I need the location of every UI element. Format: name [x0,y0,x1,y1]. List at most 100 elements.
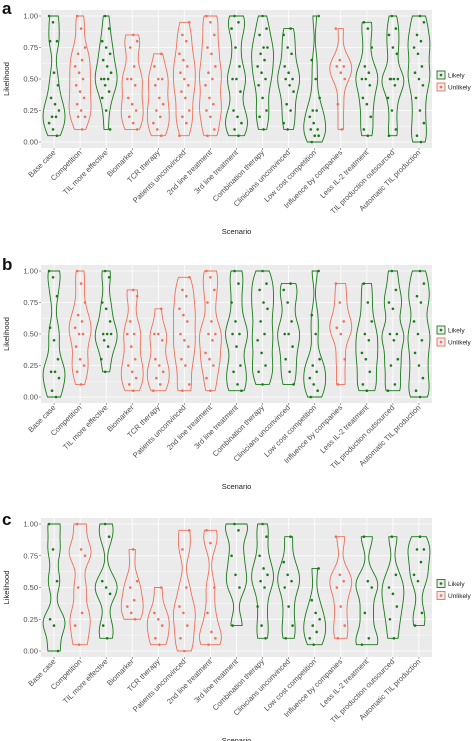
y-tick-label: 0.75 [23,43,38,52]
data-point-til-more-effective [107,27,111,30]
data-point-combination-therapy [266,46,269,49]
data-point-less-il-2-treatment [365,102,369,106]
violin-biomarker [120,289,144,392]
data-point-automatic-til-production [412,320,416,323]
data-point-til-more-effective [101,332,105,336]
data-point-base-case [53,102,57,106]
data-point-tcr-therapy [160,77,164,81]
data-point-biomarker [128,46,132,49]
data-point-3rd-line-treatment [230,27,233,30]
data-point-automatic-til-production [415,294,419,298]
violin-less-il-2-treatment [355,536,379,646]
violin-til-production-outsourced [381,270,405,392]
data-point-base-case [51,548,55,551]
data-point-patients-unconvinced [186,320,189,323]
legend-key-point [439,582,443,585]
data-point-patients-unconvinced [185,586,188,589]
data-point-3rd-line-treatment [234,46,237,49]
data-point-patients-unconvinced [185,39,188,43]
data-point-3rd-line-treatment [238,586,241,589]
data-point-automatic-til-production [414,96,418,100]
data-point-til-more-effective [104,586,108,589]
data-point-2nd-line-treatment [206,301,209,304]
data-point-competition [80,128,84,131]
data-point-til-more-effective [103,14,107,18]
data-point-til-more-effective [100,39,104,43]
data-point-influence-by-companies [343,77,347,81]
data-point-biomarker [135,579,139,583]
data-point-competition [81,332,85,336]
data-point-3rd-line-treatment [233,269,236,273]
data-point-competition [77,643,81,646]
data-point-combination-therapy [261,14,264,18]
violin-biomarker [120,34,144,130]
data-point-tcr-therapy [154,357,157,361]
data-point-competition [78,357,82,361]
data-point-competition [73,65,77,68]
data-point-2nd-line-treatment [213,288,216,292]
violin-patients-unconvinced [172,276,196,392]
data-point-base-case [48,326,52,330]
data-point-patients-unconvinced [178,52,181,56]
data-point-less-il-2-treatment [367,339,371,342]
data-point-combination-therapy [261,96,264,100]
data-point-base-case [47,14,51,18]
data-point-automatic-til-production [413,71,417,74]
data-point-til-production-outsourced [393,84,397,87]
data-point-competition [75,370,79,374]
violin-3rd-line-treatment [225,270,248,392]
data-point-2nd-line-treatment [209,21,212,24]
data-point-tcr-therapy [159,307,163,311]
data-point-patients-unconvinced [182,58,185,62]
data-point-competition [79,27,83,30]
data-point-competition [76,52,80,56]
data-point-influence-by-companies [334,282,338,285]
data-point-clinicians-unconvinced [282,121,286,125]
data-point-automatic-til-production [421,84,425,87]
data-point-competition [80,58,84,62]
data-point-til-more-effective [108,52,112,56]
data-point-patients-unconvinced [187,383,191,386]
data-point-tcr-therapy [161,370,165,374]
data-point-low-cost-competition [308,376,312,380]
data-point-combination-therapy [263,332,266,336]
y-tick-label: 0.25 [23,615,38,624]
data-point-biomarker [135,128,139,131]
data-point-less-il-2-treatment [363,65,367,68]
data-point-competition [78,90,82,93]
data-point-automatic-til-production [420,611,424,615]
data-point-til-production-outsourced [387,134,391,137]
data-point-tcr-therapy [157,96,161,100]
legend-key-point [439,73,443,77]
data-point-base-case [55,579,59,583]
data-point-base-case [54,115,58,119]
data-point-3rd-line-treatment [234,320,237,323]
data-point-less-il-2-treatment [360,643,364,646]
y-tick-label: 0.00 [23,647,38,656]
data-point-tcr-therapy [157,643,161,646]
data-point-patients-unconvinced [187,529,191,532]
y-tick-label: 1.00 [23,267,38,276]
data-point-competition [75,269,79,273]
data-point-influence-by-companies [343,624,347,627]
data-point-combination-therapy [260,624,263,627]
data-point-til-production-outsourced [388,332,392,336]
data-point-2nd-line-treatment [207,332,210,336]
data-point-clinicians-unconvinced [286,301,289,304]
data-point-til-production-outsourced [391,46,395,49]
violin-tcr-therapy [146,587,170,646]
data-point-tcr-therapy [157,617,160,621]
data-point-combination-therapy [258,288,261,292]
data-point-influence-by-companies [335,65,339,68]
data-point-less-il-2-treatment [366,134,370,137]
data-point-til-production-outsourced [387,301,391,304]
data-point-automatic-til-production [415,134,419,137]
data-point-base-case [47,269,51,273]
data-point-til-more-effective [104,307,108,311]
data-point-combination-therapy [258,115,261,119]
y-tick-label: 0.00 [23,393,38,402]
legend-key-point [439,85,443,89]
data-point-less-il-2-treatment [368,370,372,374]
y-tick-label: 0.25 [23,361,38,370]
